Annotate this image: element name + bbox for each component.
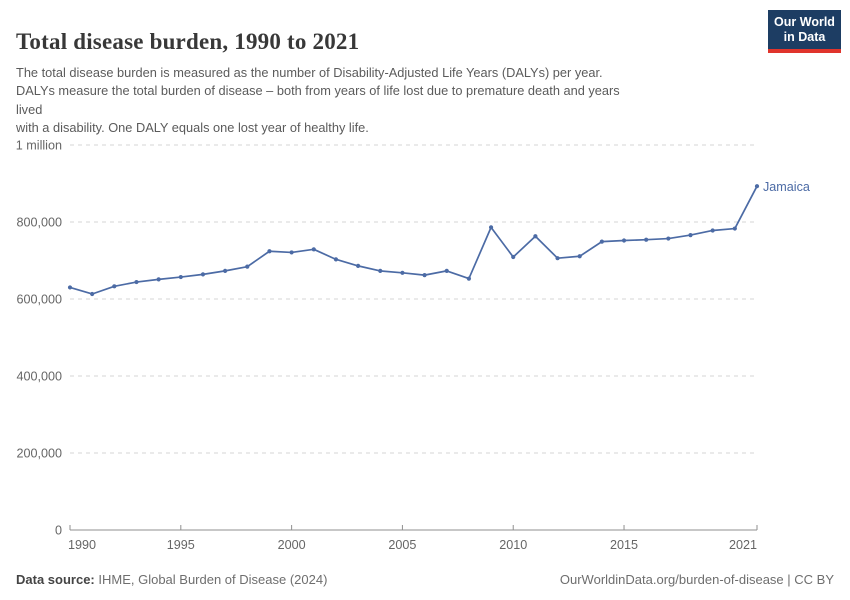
owid-logo-line2: in Data [783,29,826,44]
data-point [466,276,472,281]
data-point [378,268,383,273]
data-point [666,236,671,241]
data-point [577,254,582,259]
x-tick-label: 2010 [499,538,527,552]
data-point [688,232,693,238]
data-point [355,263,361,268]
footer: Data source: IHME, Global Burden of Dise… [16,572,834,587]
owid-logo-line1: Our World [774,15,835,29]
data-point [311,247,316,252]
data-point [621,238,627,243]
footer-url[interactable]: OurWorldinData.org/burden-of-disease [559,572,784,587]
data-point [754,184,760,189]
y-tick-label: 800,000 [16,216,62,230]
y-tick-label: 200,000 [16,447,62,461]
chart-subtitle: The total disease burden is measured as … [16,64,620,136]
data-point [533,234,538,239]
x-tick-label: 1995 [167,538,195,552]
data-point [200,272,206,277]
data-point [732,226,737,231]
x-tick-label: 2021 [729,538,757,552]
footer-separator: | [783,572,795,587]
x-tick-label: 2015 [610,538,638,552]
data-point [267,249,272,254]
entity-label[interactable]: Jamaica [763,180,810,194]
data-point [67,285,73,290]
x-tick-label: 1990 [68,538,96,552]
y-tick-label: 1 million [16,139,62,153]
chart-title: Total disease burden, 1990 to 2021 [16,29,360,55]
series-line[interactable] [69,185,758,295]
data-source-label: Data source: [16,572,95,587]
data-point [112,284,117,289]
y-tick-label: 0 [55,524,62,538]
x-tick-label: 2000 [278,538,306,552]
data-point [156,277,161,282]
y-tick-label: 400,000 [16,370,62,384]
data-point [555,256,560,261]
data-point [90,291,95,297]
owid-logo[interactable]: Our World in Data [768,10,841,53]
data-point [289,250,294,255]
x-tick-label: 2005 [388,538,416,552]
data-point [245,264,250,269]
data-point [599,239,604,244]
data-point [710,228,715,233]
data-point [511,254,516,260]
data-point [422,273,427,278]
data-point [333,257,339,262]
footer-right: OurWorldinData.org/burden-of-disease | C… [560,572,834,587]
data-point [444,268,449,273]
y-tick-label: 600,000 [16,293,62,307]
data-point [223,268,228,273]
data-point [178,274,183,280]
data-source-value: IHME, Global Burden of Disease (2024) [94,572,328,587]
data-point [488,225,494,230]
data-point [400,270,405,275]
footer-license: CC BY [794,572,834,587]
data-point [134,279,139,285]
data-point [644,237,649,242]
